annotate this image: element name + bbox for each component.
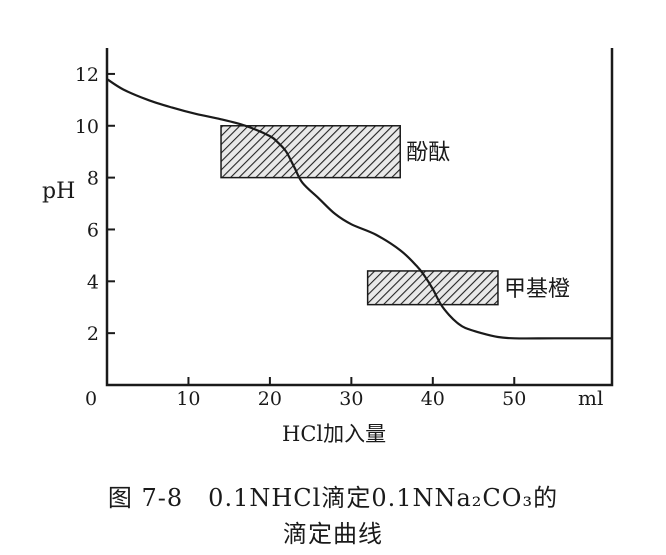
x-tick-label: 20 bbox=[258, 388, 282, 410]
x-axis-label: HCl加入量 bbox=[282, 422, 386, 446]
x-tick-label: 10 bbox=[176, 388, 200, 410]
x-tick-label: 0 bbox=[85, 388, 97, 410]
y-axis-label: pH bbox=[42, 179, 75, 204]
figure-caption-line-2: 滴定曲线 bbox=[283, 520, 383, 548]
y-tick-label: 4 bbox=[87, 271, 99, 293]
indicator-label-1: 酚酞 bbox=[406, 141, 450, 166]
indicator-band-1 bbox=[220, 125, 401, 179]
x-axis-ticks: 0 10 20 30 40 50 bbox=[85, 377, 526, 410]
y-tick-label: 12 bbox=[75, 64, 99, 86]
indicator-label-2: 甲基橙 bbox=[504, 277, 570, 302]
plot-frame bbox=[105, 48, 614, 387]
y-tick-label: 6 bbox=[87, 219, 99, 241]
y-tick-label: 2 bbox=[87, 323, 99, 345]
y-tick-label: 8 bbox=[87, 168, 99, 190]
x-tick-label: 30 bbox=[339, 388, 363, 410]
figure-caption-line-1: 图 7-8 0.1NHCl滴定0.1NNa₂CO₃的 bbox=[107, 484, 559, 512]
y-axis-ticks: 2 4 6 8 10 12 bbox=[75, 64, 115, 345]
x-axis-unit: ml bbox=[578, 386, 603, 410]
y-tick-label: 10 bbox=[75, 116, 99, 138]
x-tick-label: 40 bbox=[421, 388, 445, 410]
x-tick-label: 50 bbox=[502, 388, 526, 410]
titration-curve bbox=[106, 78, 612, 340]
